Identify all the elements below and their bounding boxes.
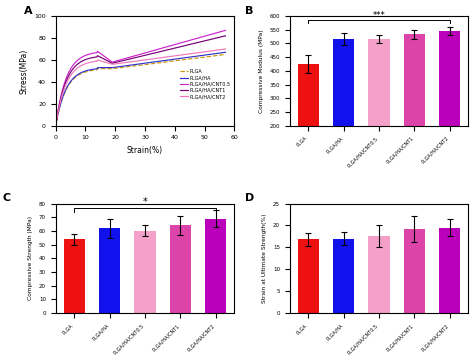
PLGA/HA/CNT0.5 [154,48,160,52]
Line: PLGA/HA: PLGA/HA [55,52,226,126]
Text: D: D [245,193,254,203]
PLGA/HA/CNT2 [219,47,224,52]
PLGA [135,64,140,68]
PLGA/HA/CNT1 [192,41,198,45]
PLGA/HA [134,62,139,66]
Line: PLGA/HA/CNT2: PLGA/HA/CNT2 [55,49,226,126]
PLGA/HA/CNT0.5 [145,50,150,55]
PLGA/HA/CNT2 [135,59,140,63]
PLGA/HA [135,62,140,66]
PLGA/HA [223,50,228,55]
Text: B: B [245,6,254,16]
Line: PLGA/HA/CNT0.5: PLGA/HA/CNT0.5 [55,30,226,126]
PLGA/HA/CNT1 [154,50,160,55]
PLGA [134,64,139,68]
Y-axis label: Compressive Modulus (MPa): Compressive Modulus (MPa) [259,29,264,113]
PLGA/HA/CNT1 [135,55,140,59]
Bar [333,39,355,180]
Bar [404,34,425,180]
PLGA/HA/CNT0.5 [53,123,58,128]
PLGA/HA/CNT0.5 [219,29,224,34]
Legend: PLGA, PLGA/HA, PLGA/HA/CNT0.5, PLGA/HA/CNT1, PLGA/HA/CNT2: PLGA, PLGA/HA, PLGA/HA/CNT0.5, PLGA/HA/C… [178,67,232,101]
PLGA [53,123,58,128]
Text: C: C [2,193,10,203]
Bar [99,228,120,313]
Bar [298,64,319,180]
X-axis label: Strain(%): Strain(%) [127,146,163,155]
Line: PLGA/HA/CNT1: PLGA/HA/CNT1 [55,36,226,126]
PLGA/HA/CNT0.5 [192,37,198,41]
PLGA/HA/CNT0.5 [135,53,140,57]
Y-axis label: Strain at Ultimate Strength(%): Strain at Ultimate Strength(%) [263,214,267,303]
Bar [64,239,85,313]
PLGA [192,56,198,61]
Y-axis label: Stress(MPa): Stress(MPa) [20,48,29,93]
Bar [205,219,226,313]
Bar [439,31,460,180]
Text: A: A [24,6,32,16]
PLGA [154,61,160,65]
PLGA/HA/CNT2 [134,59,139,63]
Bar [439,228,460,313]
PLGA/HA/CNT1 [145,53,150,57]
PLGA/HA [154,60,160,64]
Line: PLGA: PLGA [55,55,226,126]
PLGA/HA [53,123,58,128]
PLGA/HA/CNT2 [154,56,160,61]
PLGA/HA/CNT2 [53,123,58,128]
PLGA/HA [219,51,224,55]
Y-axis label: Compressive Strength (MPa): Compressive Strength (MPa) [28,216,33,300]
Text: *: * [143,197,147,207]
PLGA/HA/CNT1 [219,35,224,39]
Bar [135,231,155,313]
PLGA/HA/CNT2 [223,47,228,51]
PLGA [145,62,150,66]
PLGA/HA [192,54,198,58]
PLGA/HA/CNT0.5 [223,28,228,32]
PLGA/HA/CNT2 [192,51,198,55]
Bar [368,39,390,180]
PLGA/HA/CNT0.5 [134,53,139,57]
Bar [404,229,425,313]
PLGA [219,53,224,57]
PLGA/HA [145,61,150,65]
Bar [298,239,319,313]
PLGA/HA/CNT1 [134,55,139,60]
PLGA/HA/CNT1 [53,123,58,128]
Bar [170,226,191,313]
Bar [368,236,390,313]
PLGA [223,52,228,57]
Bar [333,239,355,313]
PLGA/HA/CNT1 [223,34,228,38]
Text: ***: *** [373,11,385,20]
PLGA/HA/CNT2 [145,57,150,62]
